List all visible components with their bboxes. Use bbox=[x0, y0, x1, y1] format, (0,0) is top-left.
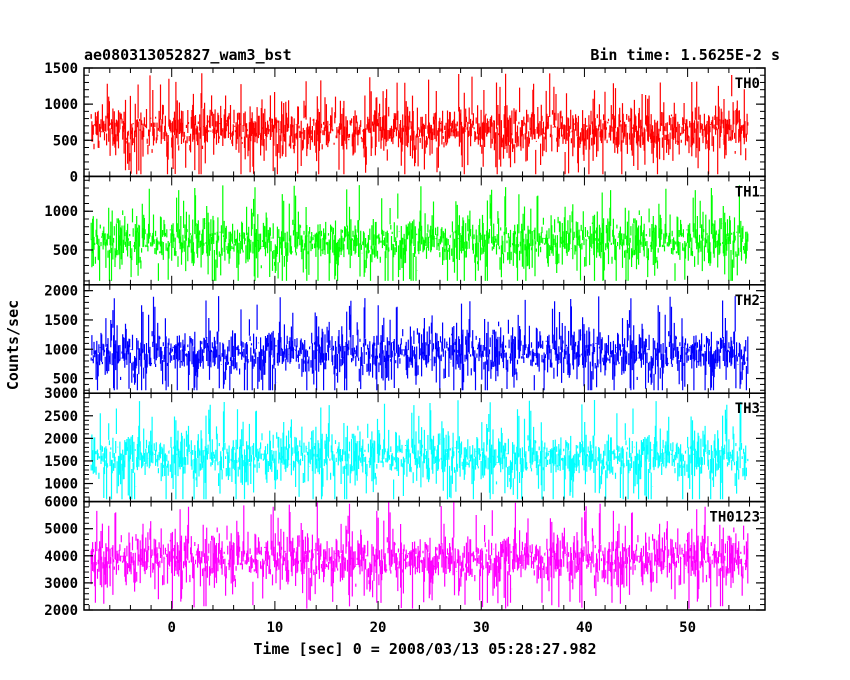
panel-th2: 500 1000 1500 2000 TH2 bbox=[44, 284, 766, 394]
y-tick-label: 4000 bbox=[44, 549, 78, 565]
series-th0123 bbox=[90, 501, 749, 609]
x-tick-label: 50 bbox=[679, 620, 696, 636]
panel-th0123: 2000 3000 4000 5000 6000 TH0123 bbox=[44, 495, 766, 619]
series-th2 bbox=[90, 296, 749, 391]
panel-label: TH1 bbox=[735, 184, 760, 200]
y-tick-label: 1000 bbox=[44, 342, 78, 358]
y-tick-label: 5000 bbox=[44, 522, 78, 538]
y-tick-label: 2000 bbox=[44, 284, 78, 300]
panel-label: TH0 bbox=[735, 76, 760, 92]
series-th0 bbox=[90, 73, 749, 175]
panel-th1: 500 1000 TH1 bbox=[44, 175, 766, 286]
x-tick-label: 20 bbox=[370, 620, 387, 636]
y-tick-label: 0 bbox=[70, 169, 78, 185]
x-tick-label: 10 bbox=[266, 620, 283, 636]
y-tick-label: 2000 bbox=[44, 431, 78, 447]
y-tick-label: 1500 bbox=[44, 454, 78, 470]
x-tick-label: 0 bbox=[167, 620, 175, 636]
y-tick-label: 500 bbox=[53, 243, 78, 259]
y-tick-label: 3000 bbox=[44, 386, 78, 402]
x-axis-label: Time [sec] 0 = 2008/03/13 05:28:27.982 bbox=[253, 640, 596, 658]
y-axis-label: Counts/sec bbox=[4, 300, 22, 390]
panel-th0: 0 500 1000 1500 TH0 bbox=[44, 61, 766, 185]
panels-group: 0 500 1000 1500 TH0 500 1000 TH1 500 1000 1500 2000… bbox=[44, 61, 766, 619]
x-tick-label: 40 bbox=[576, 620, 593, 636]
y-tick-label: 3000 bbox=[44, 576, 78, 592]
y-tick-label: 1500 bbox=[44, 61, 78, 77]
chart-title: ae080313052827_wam3_bst bbox=[84, 46, 292, 64]
y-tick-label: 1000 bbox=[44, 477, 78, 493]
y-tick-label: 1000 bbox=[44, 204, 78, 220]
panel-th3: 1000 1500 2000 2500 3000 TH3 bbox=[44, 386, 766, 503]
y-tick-label: 1500 bbox=[44, 313, 78, 329]
series-th3 bbox=[90, 400, 749, 500]
x-tick-label: 30 bbox=[473, 620, 490, 636]
y-tick-label: 6000 bbox=[44, 495, 78, 511]
chart-subtitle: Bin time: 1.5625E-2 s bbox=[590, 46, 780, 64]
panel-label: TH3 bbox=[735, 401, 760, 417]
x-axis: 0 10 20 30 40 50 bbox=[167, 620, 696, 636]
panel-label: TH0123 bbox=[709, 510, 760, 526]
y-tick-label: 500 bbox=[53, 372, 78, 388]
y-tick-label: 2000 bbox=[44, 603, 78, 619]
panel-label: TH2 bbox=[735, 293, 760, 309]
y-tick-label: 1000 bbox=[44, 97, 78, 113]
y-tick-label: 2500 bbox=[44, 409, 78, 425]
series-th1 bbox=[90, 185, 749, 281]
y-tick-label: 500 bbox=[53, 133, 78, 149]
